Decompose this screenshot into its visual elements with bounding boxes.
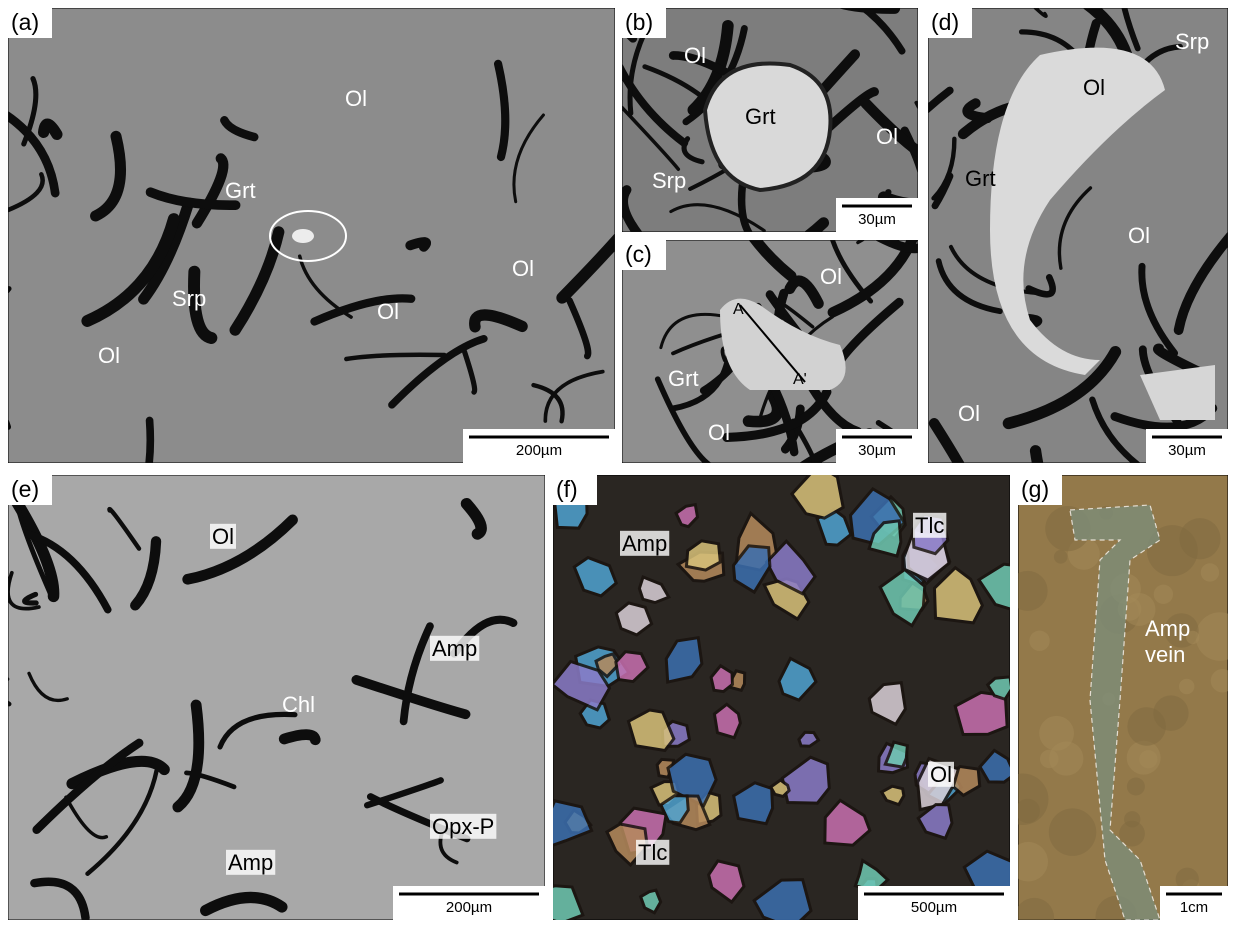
scale-label: 30µm: [1168, 442, 1206, 459]
mineral-label: Ol: [958, 401, 980, 426]
mineral-label: Ol: [98, 343, 120, 368]
mineral-label: vein: [1145, 642, 1185, 667]
panel-label: (b): [625, 9, 653, 35]
mineral-label: Grt: [225, 178, 256, 203]
mineral-label: Ol: [212, 524, 234, 549]
crack: [0, 679, 9, 704]
mineral-label: Amp: [1145, 616, 1190, 641]
mineral-label: Grt: [965, 166, 996, 191]
texture: [1008, 571, 1048, 611]
mineral-label: Chl: [282, 692, 315, 717]
mineral-label: Amp: [228, 850, 273, 875]
panel-label: (e): [11, 476, 39, 502]
panel-label: (f): [556, 476, 578, 502]
texture: [1127, 778, 1145, 796]
panel: [997, 465, 1233, 926]
mineral-label: Grt: [668, 366, 699, 391]
texture: [1154, 585, 1173, 604]
figure: Ol Grt Srp Ol Ol Ol Ol Grt Ol Srp Ol A G…: [0, 0, 1233, 926]
mineral-label: Ol: [512, 256, 534, 281]
mineral-label: Ol: [876, 124, 898, 149]
texture: [1127, 741, 1161, 775]
crack: [44, 124, 57, 134]
mineral-label: Ol: [684, 43, 706, 68]
mineral-label: Ol: [1083, 75, 1105, 100]
mineral-label: Opx-P: [432, 814, 494, 839]
panel-label: (d): [931, 9, 959, 35]
crack: [284, 735, 315, 740]
scale-label: 1cm: [1180, 899, 1208, 916]
mineral-label: Ol: [1128, 223, 1150, 248]
mineral-label: Srp: [1175, 29, 1209, 54]
mineral-label: Ol: [377, 299, 399, 324]
texture: [1029, 631, 1049, 651]
mineral-label: Tlc: [638, 840, 667, 865]
micrographs: [0, 0, 1233, 926]
panel: [0, 408, 545, 920]
panel-label: (c): [625, 241, 652, 267]
mineral-label: Ol: [820, 264, 842, 289]
mineral-label: Amp: [432, 636, 477, 661]
texture: [1054, 550, 1068, 564]
mineral-label: Srp: [652, 168, 686, 193]
mineral-label: Srp: [172, 286, 206, 311]
texture: [1179, 679, 1194, 694]
mineral-label: Amp: [622, 531, 667, 556]
crack: [410, 242, 426, 247]
scale-label: 200µm: [446, 899, 492, 916]
texture: [1049, 741, 1083, 775]
mineral-label: Grt: [745, 104, 776, 129]
panel-image: [8, 475, 545, 920]
mineral-label: Ol: [930, 762, 952, 787]
texture: [1008, 842, 1048, 882]
texture: [1049, 808, 1096, 855]
mineral-label: Ol: [345, 86, 367, 111]
profile-label: A: [733, 301, 744, 318]
texture: [1201, 563, 1219, 581]
garnet: [292, 229, 314, 243]
scale-label: 200µm: [516, 442, 562, 459]
scale-label: 30µm: [858, 442, 896, 459]
panel-label: (g): [1021, 476, 1049, 502]
panel: [527, 466, 1037, 926]
panel-label: (a): [11, 9, 39, 35]
crack: [0, 363, 8, 427]
texture: [1016, 799, 1040, 823]
profile-label: A': [793, 371, 807, 388]
mineral-label: Tlc: [915, 513, 944, 538]
crack: [0, 289, 9, 342]
panel: [0, 8, 655, 500]
texture: [1127, 707, 1166, 746]
crack: [814, 0, 895, 8]
scale-label: 30µm: [858, 211, 896, 228]
mineral-label: Ol: [708, 420, 730, 445]
scale-label: 500µm: [911, 899, 957, 916]
